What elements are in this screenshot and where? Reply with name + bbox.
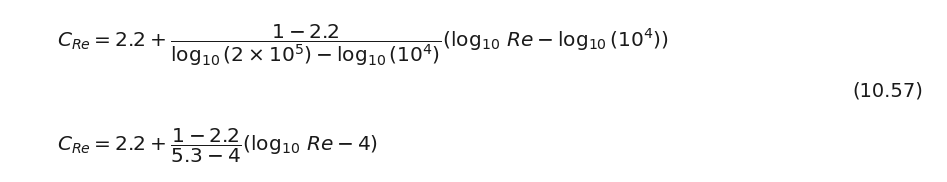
Text: $C_{Re} = 2.2 + \dfrac{1 - 2.2}{5.3 - 4}(\log_{10}\,Re - 4)$: $C_{Re} = 2.2 + \dfrac{1 - 2.2}{5.3 - 4}… — [57, 126, 378, 165]
Text: $C_{Re} = 2.2 + \dfrac{1 - 2.2}{\log_{10}(2 \times 10^5) - \log_{10}(10^4)}(\log: $C_{Re} = 2.2 + \dfrac{1 - 2.2}{\log_{10… — [57, 23, 669, 68]
Text: (10.57): (10.57) — [852, 82, 923, 100]
